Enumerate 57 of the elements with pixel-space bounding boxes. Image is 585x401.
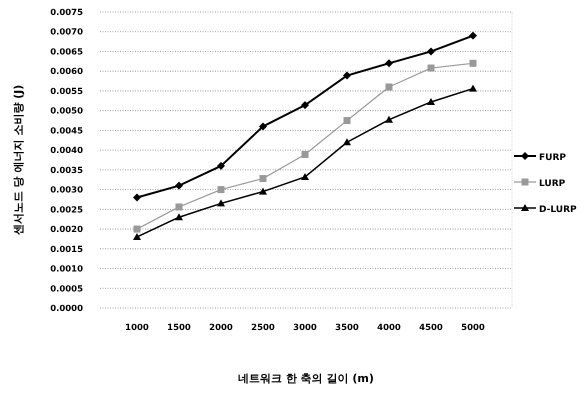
point xyxy=(385,116,393,123)
point xyxy=(260,175,266,182)
y-tick-label: 0.0005 xyxy=(50,284,84,294)
point xyxy=(343,72,351,80)
point xyxy=(469,32,477,40)
x-tick-label: 1500 xyxy=(167,323,191,333)
point xyxy=(134,226,140,233)
point xyxy=(428,64,434,72)
y-tick-label: 0.0045 xyxy=(50,126,84,136)
legend-label: FURP xyxy=(539,153,566,163)
y-axis-title: 센서노드 당 에너지 소비량 (J) xyxy=(12,84,25,236)
y-tick-label: 0.0070 xyxy=(50,28,84,38)
y-tick-label: 0.0055 xyxy=(50,86,84,97)
point xyxy=(218,186,224,194)
point xyxy=(470,60,476,67)
x-axis-title: 네트워크 한 축의 길이 (m) xyxy=(238,372,374,385)
y-tick-label: 0.0065 xyxy=(50,47,84,58)
point xyxy=(133,193,141,202)
y-tick-label: 0.0060 xyxy=(50,67,84,78)
point xyxy=(301,172,309,180)
y-tick-label: 0.0025 xyxy=(50,205,84,216)
point xyxy=(133,232,141,240)
point xyxy=(386,83,392,90)
x-tick-label: 4500 xyxy=(419,323,443,333)
point xyxy=(469,84,477,92)
x-tick-label: 1000 xyxy=(125,323,149,333)
point xyxy=(427,47,435,56)
point xyxy=(217,162,225,170)
y-tick-label: 0.0000 xyxy=(50,304,84,314)
x-tick-label: 4000 xyxy=(377,323,401,333)
point xyxy=(344,117,350,124)
legend-label: LURP xyxy=(539,179,566,189)
point xyxy=(259,188,267,195)
point xyxy=(175,182,183,190)
y-tick-label: 0.0035 xyxy=(50,166,84,176)
x-tick-label: 2500 xyxy=(251,323,275,333)
point xyxy=(302,150,308,158)
point xyxy=(259,122,267,130)
x-tick-label: 2000 xyxy=(209,323,233,333)
y-tick-label: 0.0040 xyxy=(50,146,84,156)
point xyxy=(385,59,393,68)
y-tick-label: 0.0030 xyxy=(50,186,84,196)
y-tick-label: 0.0075 xyxy=(50,8,84,18)
y-tick-label: 0.0050 xyxy=(50,106,84,117)
point xyxy=(176,203,182,210)
y-tick-label: 0.0015 xyxy=(50,244,84,255)
x-tick-label: 3500 xyxy=(335,323,359,333)
legend-label: D-LURP xyxy=(539,205,578,215)
x-tick-label: 5000 xyxy=(461,323,485,333)
point xyxy=(217,199,225,206)
y-tick-label: 0.0010 xyxy=(50,264,84,275)
point xyxy=(175,213,183,220)
x-tick-label: 3000 xyxy=(293,323,317,333)
point xyxy=(301,101,309,110)
point xyxy=(427,98,435,105)
y-tick-label: 0.0020 xyxy=(50,225,84,236)
point xyxy=(343,138,351,146)
